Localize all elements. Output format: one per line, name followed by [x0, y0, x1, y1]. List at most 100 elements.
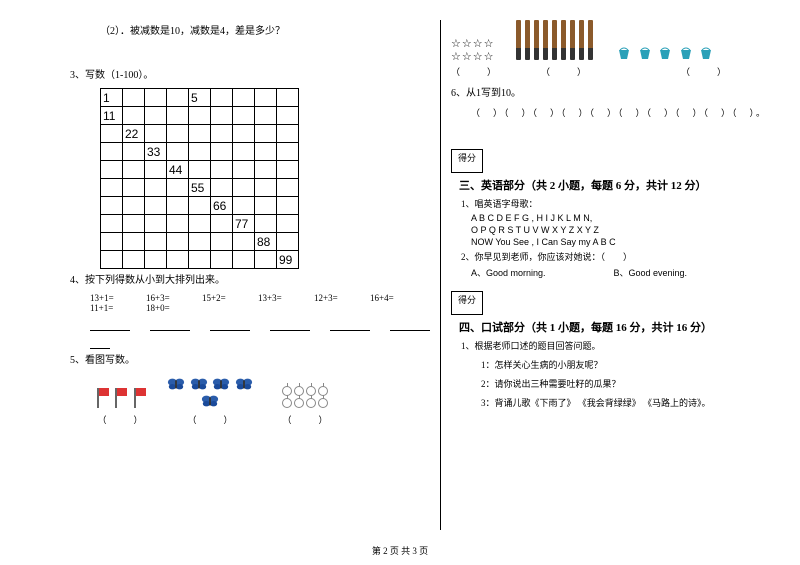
blank-line — [210, 321, 250, 331]
answer-paren: （ ） — [90, 413, 150, 426]
question-6: 6、从1写到10。 — [451, 86, 771, 102]
blank-line — [150, 321, 190, 331]
oral-sub-1: 1：怎样关心生病的小朋友呢？ — [481, 358, 771, 371]
math-item: 16+3= — [146, 293, 202, 303]
answer-paren: （ ） — [160, 413, 260, 426]
blank-line — [330, 321, 370, 331]
brushes-group — [514, 20, 595, 63]
bucket-icon — [679, 46, 693, 60]
eng-line: A B C D E F G , H I J K L M N, — [471, 213, 771, 223]
brush-icon — [534, 20, 539, 60]
flag-icon — [95, 388, 109, 408]
brush-icon — [552, 20, 557, 60]
butterflies-group — [160, 377, 260, 411]
grid-cell: 55 — [189, 179, 211, 197]
flag-icon — [113, 388, 127, 408]
option-a: A、Good morning. — [471, 266, 611, 279]
grid-cell: 77 — [233, 215, 255, 233]
math-expressions: 13+1= 16+3= 15+2= 13+3= 12+3= 16+4= 11+1… — [90, 293, 430, 313]
grid-cell: 22 — [123, 125, 145, 143]
cherry-icon — [294, 398, 304, 408]
grid-cell: 99 — [277, 251, 299, 269]
cherry-icon — [318, 398, 328, 408]
stars-group: ☆☆☆☆ ☆☆☆☆ — [451, 37, 494, 63]
butterfly-icon — [235, 377, 253, 391]
brush-icon — [579, 20, 584, 60]
answer-paren: （ ） — [681, 65, 771, 78]
oral-q1: 1、根据老师口述的题目回答问题。 — [461, 339, 771, 352]
section-4-title: 四、口试部分（共 1 小题，每题 16 分，共计 16 分） — [459, 319, 771, 335]
brush-icon — [525, 20, 530, 60]
brush-icon — [543, 20, 548, 60]
bucket-icon — [617, 46, 631, 60]
image-row — [90, 377, 430, 411]
eng-q1: 1、唱英语字母歌： — [461, 197, 771, 210]
flag-icon — [132, 388, 146, 408]
question-5: 5、看图写数。 — [70, 353, 430, 369]
grid-cell: 33 — [145, 143, 167, 161]
cherry-icon — [282, 398, 292, 408]
answer-blanks — [90, 321, 430, 331]
oral-sub-2: 2：请你说出三种需要吐籽的瓜果？ — [481, 377, 771, 390]
left-column: （2）．被减数是10，减数是4，差是多少？ 3、写数（1-100）。 1 5 11… — [60, 20, 441, 530]
cherry-icon — [306, 398, 316, 408]
eng-line: NOW You See , I Can Say my A B C — [471, 237, 771, 247]
grid-cell: 5 — [189, 89, 211, 107]
math-item: 12+3= — [314, 293, 370, 303]
grid-cell: 44 — [167, 161, 189, 179]
math-item: 18+0= — [146, 303, 202, 313]
math-item: 16+4= — [370, 293, 426, 303]
brush-icon — [561, 20, 566, 60]
butterfly-icon — [212, 377, 230, 391]
butterfly-icon — [167, 377, 185, 391]
brush-icon — [516, 20, 521, 60]
butterfly-icon — [190, 377, 208, 391]
question-2: （2）．被减数是10，减数是4，差是多少？ — [70, 24, 430, 40]
number-blanks: （ ）（ ）（ ）（ ）（ ）（ ）（ ）（ ）（ ）（ ）。 — [471, 106, 771, 119]
brush-icon — [570, 20, 575, 60]
blank-line — [90, 339, 110, 349]
eng-q2: 2、你早见到老师，你应该对她说：（ ） — [461, 250, 771, 263]
bucket-icon — [638, 46, 652, 60]
grid-cell: 66 — [211, 197, 233, 215]
blank-line — [270, 321, 310, 331]
blank-line — [390, 321, 430, 331]
section-3-title: 三、英语部分（共 2 小题，每题 6 分，共计 12 分） — [459, 177, 771, 193]
question-4: 4、按下列得数从小到大排列出来。 — [70, 273, 430, 289]
eng-line: O P Q R S T U V W X Y Z X Y Z — [471, 225, 771, 235]
math-item: 11+1= — [90, 303, 146, 313]
grid-cell: 11 — [101, 107, 123, 125]
top-image-row: ☆☆☆☆ ☆☆☆☆ — [451, 20, 771, 63]
answer-blanks-2 — [90, 339, 430, 349]
blank-line — [90, 321, 130, 331]
page: （2）．被减数是10，减数是4，差是多少？ 3、写数（1-100）。 1 5 11… — [0, 0, 800, 540]
paren-row: （ ） （ ） （ ） — [90, 413, 430, 426]
eng-options: A、Good morning. B、Good evening. — [471, 266, 771, 279]
right-column: ☆☆☆☆ ☆☆☆☆ （ ） （ ） （ ） 6、从1写到10。 （ ）（ ）（ … — [441, 20, 781, 530]
answer-paren: （ ） — [270, 413, 340, 426]
brush-icon — [588, 20, 593, 60]
bucket-icon — [658, 46, 672, 60]
score-box: 得分 — [451, 291, 483, 315]
answer-paren: （ ） — [451, 65, 511, 78]
math-item: 15+2= — [202, 293, 258, 303]
star-row: ☆☆☆☆ — [451, 50, 494, 63]
number-grid: 1 5 11 22 33 44 55 66 77 88 99 — [100, 88, 299, 269]
score-box: 得分 — [451, 149, 483, 173]
bucket-icon — [699, 46, 713, 60]
question-3: 3、写数（1-100）。 — [70, 68, 430, 84]
count-parens: （ ） （ ） （ ） — [451, 65, 771, 78]
cherries-group — [270, 385, 340, 411]
answer-paren: （ ） — [541, 65, 651, 78]
grid-cell: 88 — [255, 233, 277, 251]
math-item: 13+1= — [90, 293, 146, 303]
butterfly-icon — [201, 394, 219, 408]
option-b: B、Good evening. — [614, 268, 688, 278]
flags-group — [90, 388, 150, 411]
star-row: ☆☆☆☆ — [451, 37, 494, 50]
grid-cell: 1 — [101, 89, 123, 107]
page-footer: 第 2 页 共 3 页 — [0, 540, 800, 557]
math-item: 13+3= — [258, 293, 314, 303]
buckets-group — [615, 46, 715, 63]
oral-sub-3: 3：背诵儿歌《下雨了》 《我会背绿绿》 《马路上的诗》。 — [481, 396, 771, 409]
